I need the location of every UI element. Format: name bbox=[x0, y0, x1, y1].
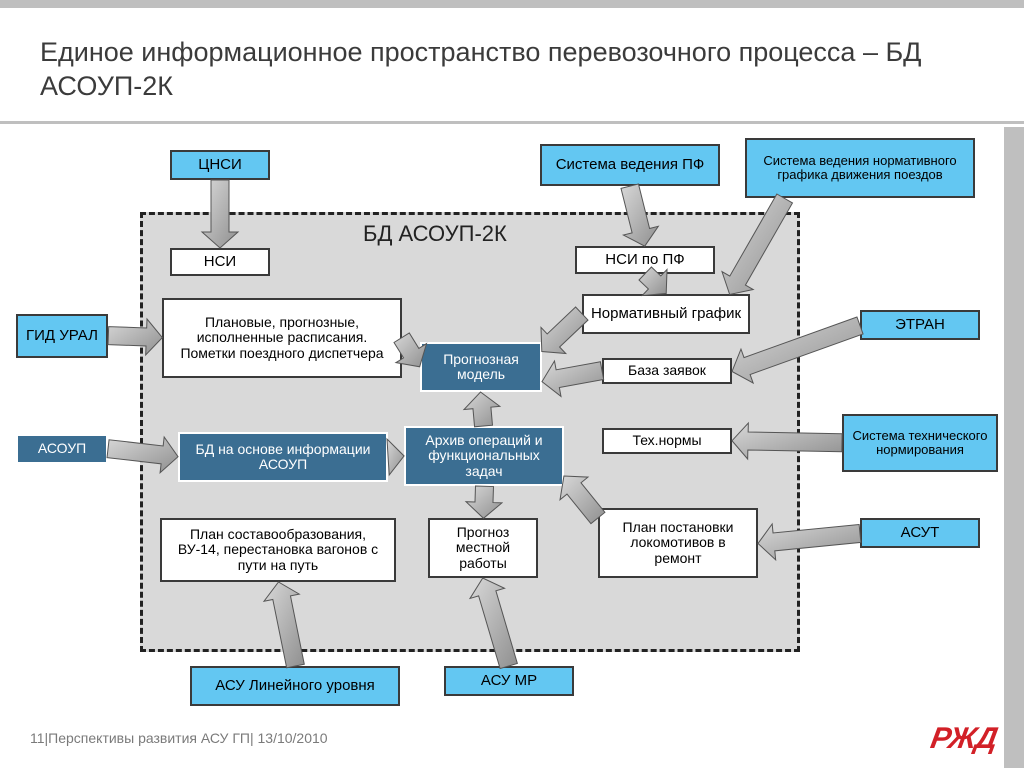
node-asulin: АСУ Линейного уровня bbox=[190, 666, 400, 706]
diagram-canvas: БД АСОУП-2К ЦНСИ Система ведения ПФ Систем… bbox=[0, 130, 1004, 713]
node-asumr: АСУ МР bbox=[444, 666, 574, 696]
node-prog: Прогнозная модель bbox=[420, 342, 542, 392]
page-title: Единое информационное пространство перев… bbox=[40, 36, 984, 104]
node-normg: Нормативный график bbox=[582, 294, 750, 334]
node-etran: ЭТРАН bbox=[860, 310, 980, 340]
node-asut: АСУТ bbox=[860, 518, 980, 548]
dashed-container-title: БД АСОУП-2К bbox=[363, 221, 507, 247]
node-plan: Плановые, прогнозные, исполненные распис… bbox=[162, 298, 402, 378]
node-progm: Прогноз местной работы bbox=[428, 518, 538, 578]
node-pvag: План составообразования, ВУ-14, перестан… bbox=[160, 518, 396, 582]
node-stn: Система технического нормирования bbox=[842, 414, 998, 472]
node-nsi: НСИ bbox=[170, 248, 270, 276]
rzd-logo: РЖД bbox=[928, 722, 999, 756]
node-cnsi: ЦНСИ bbox=[170, 150, 270, 180]
top-grey-bar bbox=[0, 0, 1024, 8]
footer-text: 11|Перспективы развития АСУ ГП| 13/10/20… bbox=[30, 730, 328, 746]
node-tech: Тех.нормы bbox=[602, 428, 732, 454]
node-gid: ГИД УРАЛ bbox=[16, 314, 108, 358]
title-band: Единое информационное пространство перев… bbox=[0, 8, 1024, 124]
node-arch: Архив операций и функциональных задач bbox=[404, 426, 564, 486]
node-prem: План постановки локомотивов в ремонт bbox=[598, 508, 758, 578]
node-nsipf: НСИ по ПФ bbox=[575, 246, 715, 274]
node-asoup: АСОУП bbox=[16, 434, 108, 464]
node-pf: Система ведения ПФ bbox=[540, 144, 720, 186]
node-baza: База заявок bbox=[602, 358, 732, 384]
node-ngraf: Система ведения нормативного графика дви… bbox=[745, 138, 975, 198]
side-grey-bar bbox=[1004, 127, 1024, 768]
node-bd: БД на основе информации АСОУП bbox=[178, 432, 388, 482]
